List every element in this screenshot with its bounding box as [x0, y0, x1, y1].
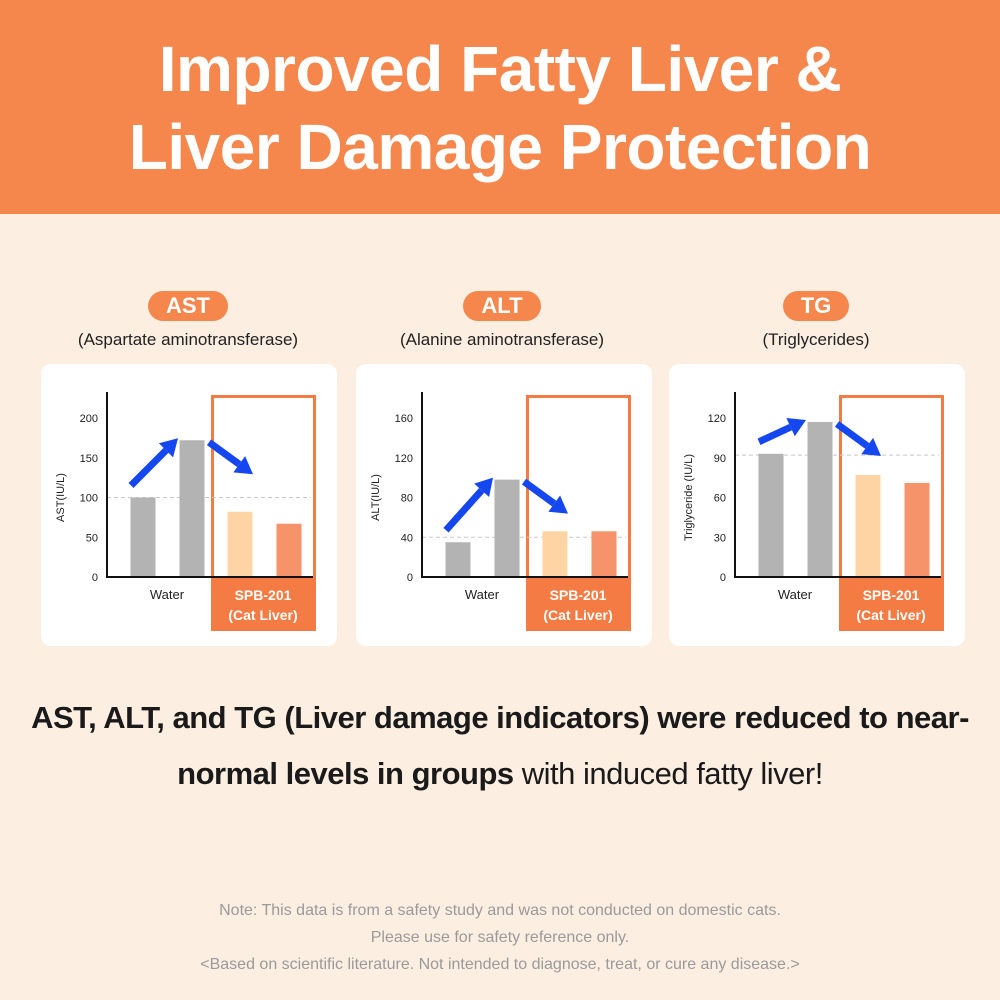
alt-ylabel: ALT(IU/L) [370, 474, 382, 521]
tg-bar-2 [807, 421, 833, 577]
chart-ast: 0 50 100 150 200 AST(IU/L) Water SPB-201 (Cat Li… [55, 392, 316, 631]
summary-text: AST, ALT, and TG (Liver damage indicator… [0, 690, 1000, 802]
ast-xlabel-water: Water [150, 587, 185, 602]
ast-bar-3 [227, 511, 253, 577]
ast-bar-4 [276, 523, 302, 577]
chart-card-ast: 0 50 100 150 200 AST(IU/L) Water SPB-201 (Cat Li… [41, 364, 337, 646]
tg-xlabel-spb-1: SPB-201 [863, 587, 920, 603]
ast-ytick-150: 150 [80, 453, 98, 465]
alt-up-arrow-head [474, 477, 493, 497]
alt-ytick-0: 0 [407, 572, 413, 584]
alt-down-arrow-shaft [521, 478, 557, 507]
alt-down-arrow-head [548, 495, 568, 514]
alt-ytick-80: 80 [401, 493, 413, 505]
ast-bar-2 [179, 440, 205, 577]
ast-ytick-100: 100 [80, 493, 98, 505]
chart-alt: 0 40 80 120 160 ALT(IU/L) Water SPB-201 (Cat Liv… [370, 392, 631, 631]
panel-heading-tg: TG (Triglycerides) [666, 291, 966, 351]
tg-ytick-30: 30 [714, 532, 726, 544]
alt-spb-label-bg [526, 577, 631, 631]
tg-down-arrow-shaft [834, 421, 870, 449]
subtitle-tg: (Triglycerides) [762, 330, 870, 349]
tg-up-arrow [757, 418, 806, 445]
alt-xlabel-spb-1: SPB-201 [550, 587, 607, 603]
tg-up-arrow-head [786, 418, 806, 437]
ast-up-arrow-head [158, 438, 178, 458]
panel-heading-alt: ALT (Alanine aminotransferase) [352, 291, 652, 351]
tg-down-arrow-head [861, 437, 881, 456]
ast-bar-1 [130, 497, 156, 577]
note-line-3: <Based on scientific literature. Not int… [200, 956, 800, 973]
tg-ytick-120: 120 [708, 413, 726, 425]
tg-down-arrow [834, 421, 881, 456]
badge-alt: ALT [463, 291, 541, 321]
tg-spb-label-bg [839, 577, 944, 631]
tg-xlabel-water: Water [778, 587, 813, 602]
ast-xlabel-spb-1: SPB-201 [235, 587, 292, 603]
alt-xlabel-water: Water [465, 587, 500, 602]
ast-up-arrow-shaft [128, 447, 169, 488]
ast-ylabel: AST(IU/L) [55, 473, 67, 522]
badge-tg: TG [782, 291, 850, 321]
chart-tg: 0 30 60 90 120 Triglyceride (IU/L) Water SPB-20… [683, 392, 944, 631]
alt-ytick-40: 40 [401, 532, 413, 544]
summary-regular: with induced fatty liver! [513, 756, 824, 791]
note-line-1: Note: This data is from a safety study a… [219, 902, 781, 919]
tg-bar-3 [855, 474, 881, 577]
ast-down-arrow-shaft [206, 439, 242, 468]
page-title: Improved Fatty Liver & Liver Damage Prot… [0, 30, 1000, 186]
ast-spb-label-bg [211, 577, 316, 631]
note-line-2: Please use for safety reference only. [370, 929, 630, 946]
chart-card-tg: 0 30 60 90 120 Triglyceride (IU/L) Water SPB-20… [669, 364, 965, 646]
title-line-1: Improved Fatty Liver & [158, 33, 842, 105]
alt-xlabel-spb-2: (Cat Liver) [543, 607, 612, 623]
badge-ast: AST [148, 291, 228, 321]
subtitle-ast: (Aspartate aminotransferase) [77, 330, 299, 349]
ast-down-arrow [206, 439, 253, 475]
alt-ytick-120: 120 [395, 453, 413, 465]
tg-ytick-90: 90 [714, 453, 726, 465]
tg-bar-4 [904, 482, 930, 577]
alt-bar-1 [445, 542, 471, 577]
alt-ytick-160: 160 [395, 413, 413, 425]
ast-ytick-0: 0 [92, 572, 98, 584]
tg-ylabel: Triglyceride (IU/L) [683, 454, 695, 541]
chart-card-alt: 0 40 80 120 160 ALT(IU/L) Water SPB-201 (Cat Liv… [356, 364, 652, 646]
tg-ytick-0: 0 [720, 572, 726, 584]
alt-bar-2 [494, 479, 520, 577]
subtitle-alt: (Alanine aminotransferase) [399, 330, 605, 349]
alt-up-arrow [443, 477, 493, 533]
alt-bar-4 [591, 531, 617, 577]
ast-ytick-50: 50 [86, 532, 98, 544]
alt-down-arrow [521, 478, 568, 514]
disclaimer-note: Note: This data is from a safety study a… [0, 897, 1000, 978]
ast-down-arrow-head [233, 456, 253, 475]
tg-up-arrow-shaft [757, 423, 793, 445]
title-line-2: Liver Damage Protection [128, 111, 872, 183]
summary-bold: AST, ALT, and TG (Liver damage indicator… [31, 700, 969, 791]
ast-ytick-200: 200 [80, 413, 98, 425]
tg-bar-1 [758, 453, 784, 577]
header-banner: Improved Fatty Liver & Liver Damage Prot… [0, 0, 1000, 214]
panel-heading-ast: AST (Aspartate aminotransferase) [38, 291, 338, 351]
alt-up-arrow-shaft [443, 487, 485, 533]
tg-xlabel-spb-2: (Cat Liver) [856, 607, 925, 623]
ast-up-arrow [128, 438, 178, 488]
tg-ytick-60: 60 [714, 493, 726, 505]
alt-bar-3 [542, 531, 568, 577]
ast-xlabel-spb-2: (Cat Liver) [228, 607, 297, 623]
